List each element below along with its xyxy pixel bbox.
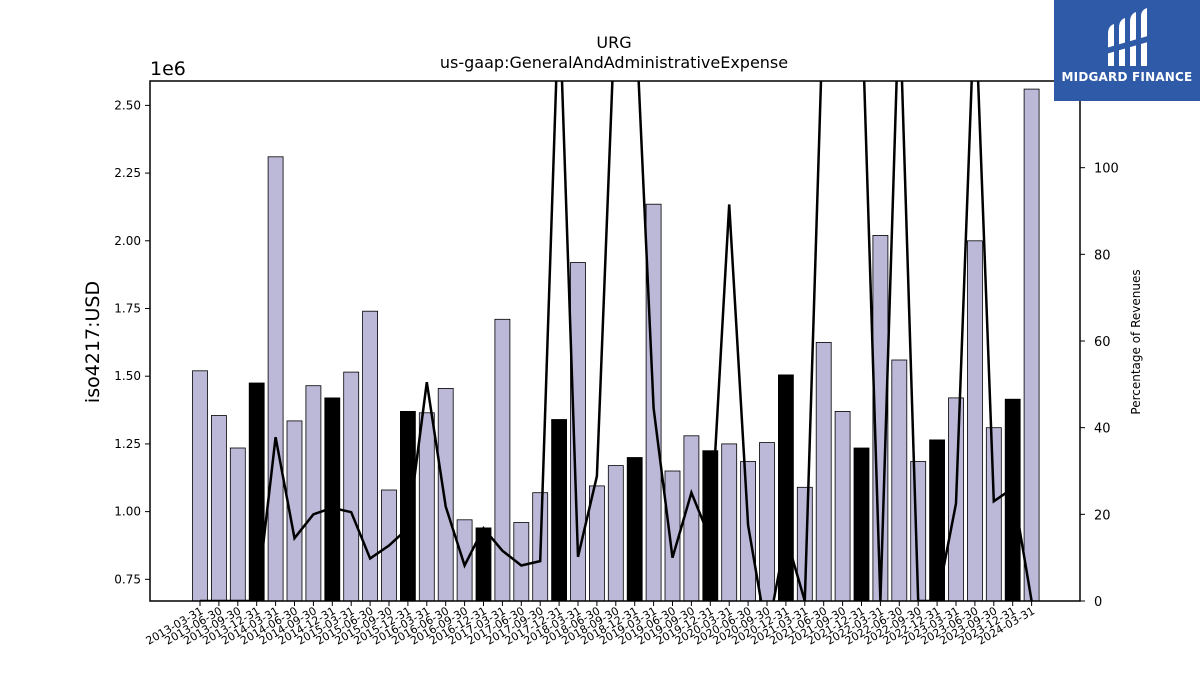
brand-mark-icon xyxy=(1106,8,1148,66)
bar xyxy=(399,410,416,602)
bar xyxy=(210,415,227,602)
bar xyxy=(985,427,1002,602)
bar xyxy=(324,397,341,602)
brand-logo: MIDGARD FINANCE xyxy=(1054,0,1200,101)
y-offset-label: 1e6 xyxy=(150,58,186,80)
bar xyxy=(626,457,643,602)
x-axis-ticks: 2013-03-312013-06-302013-09-302013-12-31… xyxy=(144,601,1037,648)
bar xyxy=(891,359,908,602)
bar xyxy=(248,382,265,602)
y-tick-label: 1.75 xyxy=(114,302,141,316)
bar xyxy=(418,412,435,602)
bar xyxy=(343,371,360,602)
y-axis-label: iso4217:USD xyxy=(82,281,104,403)
y-tick-label: 2.00 xyxy=(114,234,141,248)
y2-axis-label: Percentage of Revenues xyxy=(1129,269,1143,414)
bar-series xyxy=(192,88,1040,602)
bar xyxy=(192,370,208,602)
y-tick-label: 2.50 xyxy=(114,98,141,112)
bar xyxy=(267,156,284,602)
bar xyxy=(683,435,700,602)
y2-tick-label: 0 xyxy=(1094,595,1102,610)
y-tick-label: 1.50 xyxy=(114,369,141,383)
y-axis-ticks: 0.75 1.00 1.25 1.50 1.75 2.00 2.25 2.50 xyxy=(114,98,150,586)
y-tick-label: 2.25 xyxy=(114,166,141,180)
bar xyxy=(759,442,775,602)
chart-subtitle: us-gaap:GeneralAndAdministrativeExpense xyxy=(440,53,788,72)
y2-tick-label: 100 xyxy=(1094,162,1119,177)
bar xyxy=(853,447,870,602)
bar xyxy=(229,447,246,602)
bar xyxy=(721,443,738,602)
y-tick-label: 1.25 xyxy=(114,437,141,451)
y-tick-label: 1.00 xyxy=(114,505,141,519)
y2-tick-label: 60 xyxy=(1094,335,1111,350)
y2-tick-label: 40 xyxy=(1094,422,1111,437)
bar xyxy=(305,385,322,602)
bar xyxy=(1023,88,1040,602)
y2-axis-ticks: 0 20 40 60 80 100 xyxy=(1080,162,1119,610)
bar xyxy=(815,341,832,602)
bar xyxy=(834,410,851,602)
plot-frame xyxy=(149,80,1081,602)
bar xyxy=(607,465,624,602)
bar xyxy=(437,387,454,602)
y-tick-label: 0.75 xyxy=(114,572,141,586)
bar xyxy=(551,419,567,602)
bar xyxy=(967,240,983,602)
bar xyxy=(494,318,511,602)
chart-title: URG xyxy=(596,33,631,52)
y2-tick-label: 80 xyxy=(1094,248,1111,263)
percentage-of-revenues-line xyxy=(200,81,1033,601)
y2-tick-label: 20 xyxy=(1094,508,1111,523)
bar xyxy=(1004,398,1021,602)
brand-name: MIDGARD FINANCE xyxy=(1061,70,1193,84)
bar xyxy=(456,519,473,602)
